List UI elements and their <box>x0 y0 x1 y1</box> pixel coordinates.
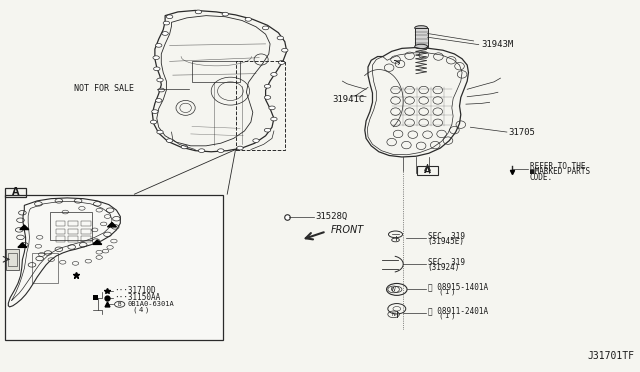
Polygon shape <box>18 243 27 247</box>
Circle shape <box>253 139 259 142</box>
Bar <box>81 229 91 234</box>
Circle shape <box>157 130 163 134</box>
Text: N: N <box>392 312 396 317</box>
Circle shape <box>245 17 252 21</box>
Circle shape <box>271 73 277 76</box>
Circle shape <box>156 99 162 102</box>
Bar <box>5 195 223 340</box>
Text: W: W <box>391 287 396 292</box>
Circle shape <box>264 96 271 99</box>
Circle shape <box>198 149 205 153</box>
Text: ( 4 ): ( 4 ) <box>134 307 148 314</box>
Bar <box>32 253 58 283</box>
Text: J31701TF: J31701TF <box>588 352 635 361</box>
Circle shape <box>158 88 164 92</box>
Circle shape <box>222 12 228 16</box>
Text: ⓝ 08911-2401A: ⓝ 08911-2401A <box>428 307 488 315</box>
Text: SEC. 319: SEC. 319 <box>428 258 465 267</box>
Bar <box>6 249 19 270</box>
Circle shape <box>277 36 284 40</box>
Circle shape <box>195 10 202 14</box>
Bar <box>68 229 78 234</box>
Text: ···31710D: ···31710D <box>115 286 156 295</box>
Circle shape <box>166 139 173 142</box>
Text: ■MARKED PARTS: ■MARKED PARTS <box>530 167 590 176</box>
Circle shape <box>166 15 173 19</box>
Text: CODE.: CODE. <box>530 173 553 182</box>
Circle shape <box>262 26 269 30</box>
Text: ( 1 ): ( 1 ) <box>440 312 455 319</box>
Circle shape <box>181 145 188 149</box>
Bar <box>5 188 26 197</box>
Text: ⓘ 08915-1401A: ⓘ 08915-1401A <box>428 283 488 292</box>
Text: A: A <box>424 166 431 175</box>
Bar <box>93 295 98 300</box>
Bar <box>415 28 428 46</box>
Circle shape <box>278 61 285 64</box>
Bar <box>8 253 17 266</box>
Circle shape <box>157 78 163 82</box>
Circle shape <box>264 84 271 88</box>
Circle shape <box>282 48 288 52</box>
Circle shape <box>271 117 277 121</box>
Text: ( 1 ): ( 1 ) <box>440 289 455 295</box>
Circle shape <box>218 149 224 153</box>
Bar <box>56 229 65 234</box>
Circle shape <box>150 120 157 124</box>
Text: FRONT: FRONT <box>330 225 364 235</box>
Text: ···31150AA: ···31150AA <box>115 293 161 302</box>
Ellipse shape <box>415 26 428 30</box>
Circle shape <box>264 128 271 132</box>
Bar <box>56 221 65 226</box>
Circle shape <box>269 106 275 110</box>
Bar <box>81 221 91 226</box>
Text: 0B1A0-6301A: 0B1A0-6301A <box>127 301 174 307</box>
Bar <box>417 166 438 175</box>
Polygon shape <box>20 225 29 230</box>
Text: (31924): (31924) <box>428 263 460 272</box>
Bar <box>68 236 78 242</box>
Ellipse shape <box>415 44 428 49</box>
Text: B: B <box>118 302 122 307</box>
Circle shape <box>156 44 162 47</box>
Circle shape <box>152 110 158 113</box>
Circle shape <box>237 146 243 150</box>
Polygon shape <box>108 222 116 227</box>
Circle shape <box>153 56 159 60</box>
Bar <box>192 61 240 82</box>
Text: REFER TO THE: REFER TO THE <box>530 162 586 171</box>
Bar <box>56 236 65 242</box>
Circle shape <box>154 67 160 71</box>
Text: 31943M: 31943M <box>481 40 513 49</box>
Text: NOT FOR SALE: NOT FOR SALE <box>74 84 134 93</box>
Text: SEC. 319: SEC. 319 <box>428 232 465 241</box>
Circle shape <box>163 21 170 25</box>
Bar <box>50 212 92 240</box>
Bar <box>81 236 91 242</box>
Circle shape <box>162 32 168 35</box>
Text: 31528Q: 31528Q <box>316 212 348 221</box>
Text: 31705: 31705 <box>509 128 536 137</box>
Text: 31941C: 31941C <box>333 95 365 104</box>
Bar <box>68 221 78 226</box>
Text: A: A <box>12 187 19 197</box>
Text: (31945E): (31945E) <box>428 237 465 246</box>
Polygon shape <box>93 240 102 244</box>
